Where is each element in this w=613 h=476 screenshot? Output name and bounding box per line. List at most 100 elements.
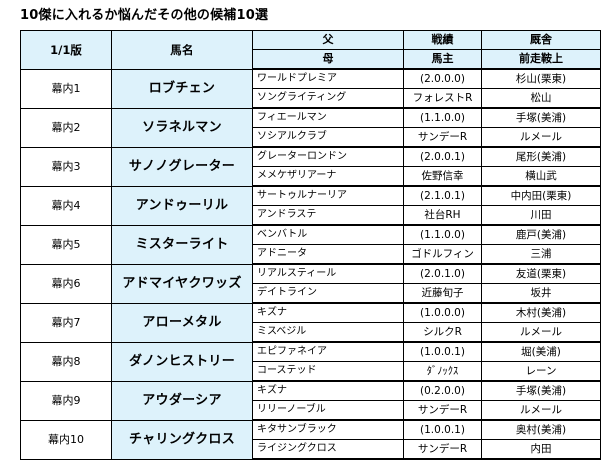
jockey-cell: 川田 bbox=[481, 205, 601, 226]
jockey-cell: 三浦 bbox=[481, 244, 601, 265]
dam-cell: メメケザリアーナ bbox=[252, 166, 404, 187]
horse-name-cell: ソラネルマン bbox=[111, 107, 253, 148]
stable-cell: 手塚(美浦) bbox=[481, 380, 601, 401]
record-cell: (1.1.0.0) bbox=[403, 224, 482, 245]
header-owner: 馬主 bbox=[403, 49, 482, 70]
table-body: 幕内1 ロブチェン ワールドプレミア (2.0.0.0) 杉山(栗東) ソングライティング… bbox=[20, 68, 601, 460]
sire-cell: リアルスティール bbox=[252, 263, 404, 284]
record-cell: (2.0.0.0) bbox=[403, 68, 482, 89]
record-cell: (2.1.0.1) bbox=[403, 185, 482, 206]
table-row-sub: ソングライティング フォレストR 松山 bbox=[21, 88, 601, 109]
horse-name-cell: アンドゥーリル bbox=[111, 185, 253, 226]
dam-cell: アドニータ bbox=[252, 244, 404, 265]
horse-name-cell: アウダーシア bbox=[111, 380, 253, 421]
table-row: 幕内1 ロブチェン ワールドプレミア (2.0.0.0) 杉山(栗東) bbox=[20, 68, 601, 109]
table-row: 幕内8 ダノンヒストリー エピファネイア (1.0.0.1) 堀(美浦) bbox=[20, 341, 601, 382]
stable-cell: 木村(美浦) bbox=[481, 302, 601, 323]
sire-cell: ワールドプレミア bbox=[252, 68, 404, 89]
table-row: 幕内2 ソラネルマン フィエールマン (1.1.0.0) 手塚(美浦) bbox=[20, 107, 601, 148]
dam-cell: ライジングクロス bbox=[252, 439, 404, 460]
owner-cell: サンデーR bbox=[403, 439, 482, 460]
dam-cell: デイトライン bbox=[252, 283, 404, 304]
sire-cell: ベンバトル bbox=[252, 224, 404, 245]
record-cell: (1.0.0.1) bbox=[403, 341, 482, 362]
dam-cell: ソングライティング bbox=[252, 88, 404, 109]
sire-cell: エピファネイア bbox=[252, 341, 404, 362]
jockey-cell: ルメール bbox=[481, 322, 601, 343]
record-cell: (2.0.0.1) bbox=[403, 146, 482, 167]
owner-cell: 社台RH bbox=[403, 205, 482, 226]
owner-cell: サンデーR bbox=[403, 400, 482, 421]
jockey-cell: ルメール bbox=[481, 400, 601, 421]
table-row-sub: デイトライン 近藤旬子 坂井 bbox=[21, 283, 601, 304]
stable-cell: 中内田(栗東) bbox=[481, 185, 601, 206]
owner-cell: 佐野信幸 bbox=[403, 166, 482, 187]
stable-cell: 手塚(美浦) bbox=[481, 107, 601, 128]
table-row-sub: ソシアルクラブ サンデーR ルメール bbox=[21, 127, 601, 148]
rank-cell: 幕内10 bbox=[20, 419, 112, 460]
header-record: 戦績 bbox=[403, 30, 482, 50]
dam-cell: リリーノーブル bbox=[252, 400, 404, 421]
table-row: 幕内6 アドマイヤクワッズ リアルスティール (2.0.1.0) 友道(栗東) bbox=[20, 263, 601, 304]
dam-cell: コーステッド bbox=[252, 361, 404, 382]
owner-cell: サンデーR bbox=[403, 127, 482, 148]
candidates-table: 1/1版 馬名 父 戦績 厩舎 母 馬主 前走鞍上 幕内1 ロブチェン ワールドプレ… bbox=[20, 30, 601, 460]
header-id: 1/1版 bbox=[20, 30, 112, 70]
table-row: 幕内3 サノノグレーター グレーターロンドン (2.0.0.1) 尾形(美浦) bbox=[20, 146, 601, 187]
header-jockey: 前走鞍上 bbox=[481, 49, 601, 70]
sire-cell: キズナ bbox=[252, 380, 404, 401]
owner-cell: 近藤旬子 bbox=[403, 283, 482, 304]
owner-cell: ゴドルフィン bbox=[403, 244, 482, 265]
stable-cell: 友道(栗東) bbox=[481, 263, 601, 284]
horse-name-cell: アドマイヤクワッズ bbox=[111, 263, 253, 304]
record-cell: (1.0.0.1) bbox=[403, 419, 482, 440]
table-row-sub: メメケザリアーナ 佐野信幸 横山武 bbox=[21, 166, 601, 187]
table-row: 幕内7 アローメタル キズナ (1.0.0.0) 木村(美浦) bbox=[20, 302, 601, 343]
table-row-sub: アンドラステ 社台RH 川田 bbox=[21, 205, 601, 226]
stable-cell: 鹿戸(美浦) bbox=[481, 224, 601, 245]
record-cell: (2.0.1.0) bbox=[403, 263, 482, 284]
table-row-sub: コーステッド ﾀﾞﾉｯｸｽ レーン bbox=[21, 361, 601, 382]
horse-name-cell: アローメタル bbox=[111, 302, 253, 343]
owner-cell: シルクR bbox=[403, 322, 482, 343]
table-row: 幕内5 ミスターライト ベンバトル (1.1.0.0) 鹿戸(美浦) bbox=[20, 224, 601, 265]
horse-name-cell: サノノグレーター bbox=[111, 146, 253, 187]
table-row: 幕内9 アウダーシア キズナ (0.2.0.0) 手塚(美浦) bbox=[20, 380, 601, 421]
table-row-sub: ミスベジル シルクR ルメール bbox=[21, 322, 601, 343]
table-header: 1/1版 馬名 父 戦績 厩舎 母 馬主 前走鞍上 bbox=[20, 30, 601, 70]
table-row-sub: リリーノーブル サンデーR ルメール bbox=[21, 400, 601, 421]
sire-cell: フィエールマン bbox=[252, 107, 404, 128]
stable-cell: 奥村(美浦) bbox=[481, 419, 601, 440]
sire-cell: キタサンブラック bbox=[252, 419, 404, 440]
header-dam: 母 bbox=[252, 49, 404, 70]
rank-cell: 幕内5 bbox=[20, 224, 112, 265]
owner-cell: フォレストR bbox=[403, 88, 482, 109]
table-row-sub: ライジングクロス サンデーR 内田 bbox=[21, 439, 601, 460]
horse-name-cell: ダノンヒストリー bbox=[111, 341, 253, 382]
header-sire: 父 bbox=[252, 30, 404, 50]
header-name: 馬名 bbox=[111, 30, 253, 70]
record-cell: (0.2.0.0) bbox=[403, 380, 482, 401]
rank-cell: 幕内1 bbox=[20, 68, 112, 109]
jockey-cell: 松山 bbox=[481, 88, 601, 109]
jockey-cell: 坂井 bbox=[481, 283, 601, 304]
dam-cell: ミスベジル bbox=[252, 322, 404, 343]
record-cell: (1.1.0.0) bbox=[403, 107, 482, 128]
rank-cell: 幕内8 bbox=[20, 341, 112, 382]
table-row-sub: アドニータ ゴドルフィン 三浦 bbox=[21, 244, 601, 265]
stable-cell: 堀(美浦) bbox=[481, 341, 601, 362]
dam-cell: アンドラステ bbox=[252, 205, 404, 226]
owner-cell: ﾀﾞﾉｯｸｽ bbox=[403, 361, 482, 382]
stable-cell: 尾形(美浦) bbox=[481, 146, 601, 167]
horse-name-cell: チャリングクロス bbox=[111, 419, 253, 460]
jockey-cell: ルメール bbox=[481, 127, 601, 148]
horse-name-cell: ロブチェン bbox=[111, 68, 253, 109]
page-title: 10傑に入れるか悩んだその他の候補10選 bbox=[20, 8, 269, 23]
jockey-cell: 内田 bbox=[481, 439, 601, 460]
jockey-cell: レーン bbox=[481, 361, 601, 382]
stable-cell: 杉山(栗東) bbox=[481, 68, 601, 89]
sire-cell: グレーターロンドン bbox=[252, 146, 404, 167]
rank-cell: 幕内2 bbox=[20, 107, 112, 148]
table-row: 幕内10 チャリングクロス キタサンブラック (1.0.0.1) 奥村(美浦) bbox=[20, 419, 601, 460]
rank-cell: 幕内4 bbox=[20, 185, 112, 226]
